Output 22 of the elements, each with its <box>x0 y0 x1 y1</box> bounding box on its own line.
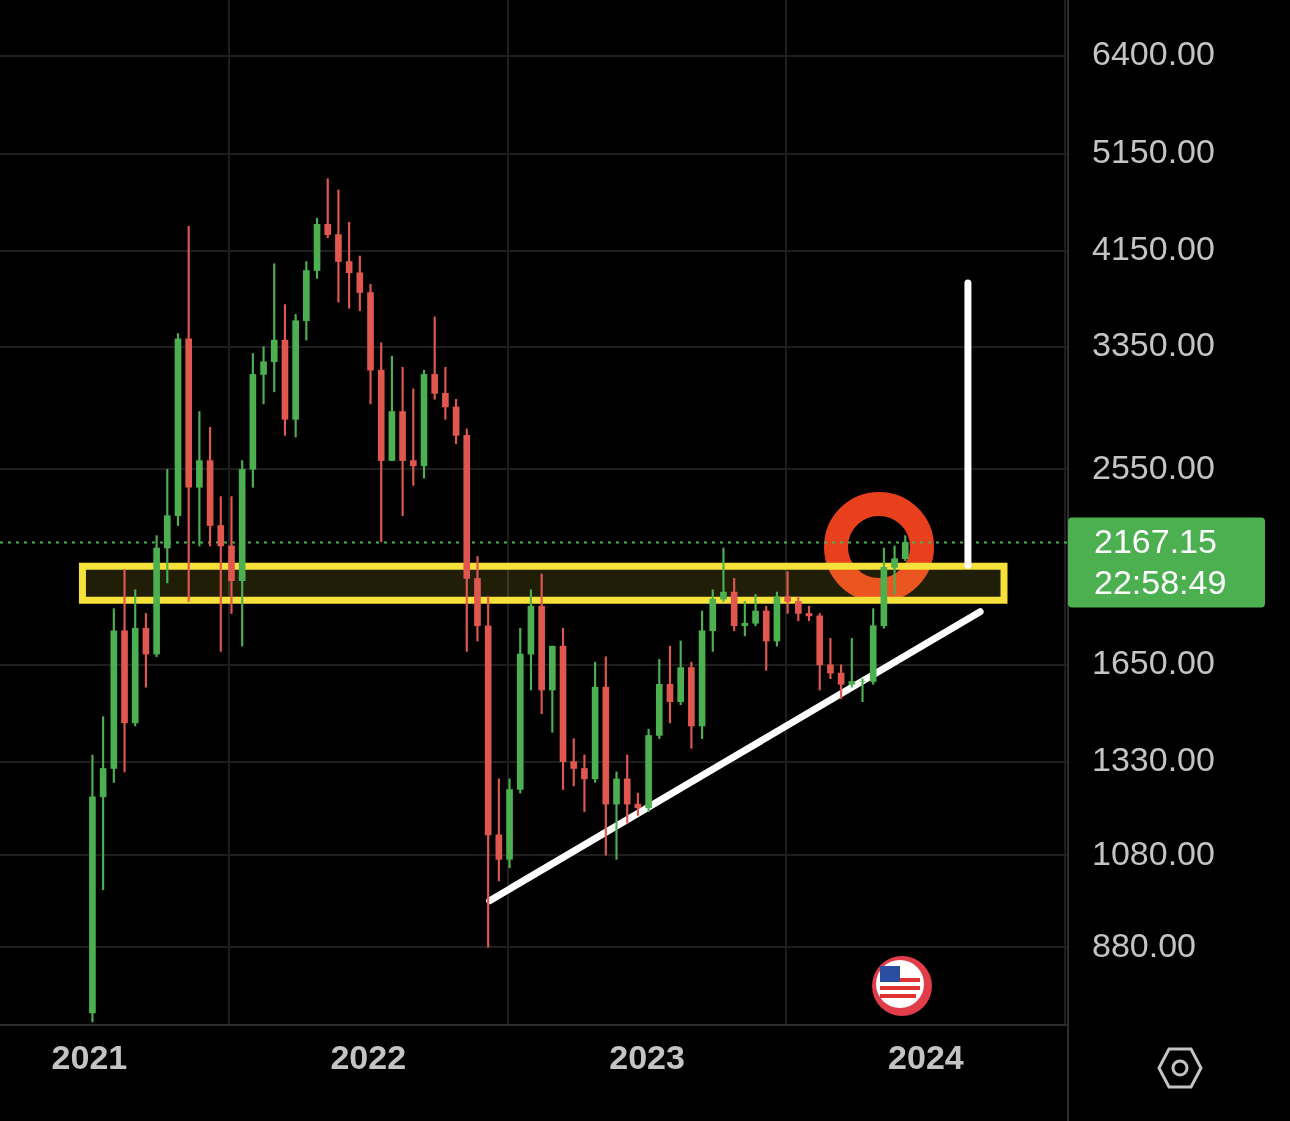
candlestick <box>260 346 267 405</box>
ref-line-label: 2167.15 <box>1094 521 1217 560</box>
y-tick-label: 880.00 <box>1092 925 1196 964</box>
y-tick-label: 2550.00 <box>1092 447 1215 486</box>
text: 22:58:49 <box>1094 562 1227 601</box>
y-tick-label: 4150.00 <box>1092 228 1215 267</box>
y-tick-label: 1080.00 <box>1092 833 1215 872</box>
x-tick-label: 2024 <box>888 1037 964 1076</box>
y-tick-label: 6400.00 <box>1092 34 1215 73</box>
y-tick-label: 3350.00 <box>1092 325 1215 364</box>
candlestick <box>335 189 342 303</box>
x-tick-label: 2022 <box>330 1037 407 1076</box>
y-tick-label: 1330.00 <box>1092 740 1215 779</box>
candlestick <box>228 496 235 614</box>
candlestick <box>859 678 866 703</box>
candlestick <box>720 547 727 602</box>
x-tick-label: 2023 <box>609 1037 685 1076</box>
x-tick-label: 2021 <box>51 1037 128 1076</box>
y-tick-label: 1650.00 <box>1092 643 1215 682</box>
candlestick <box>613 771 620 860</box>
candlestick <box>581 754 588 812</box>
y-tick-label: 5150.00 <box>1092 131 1215 170</box>
